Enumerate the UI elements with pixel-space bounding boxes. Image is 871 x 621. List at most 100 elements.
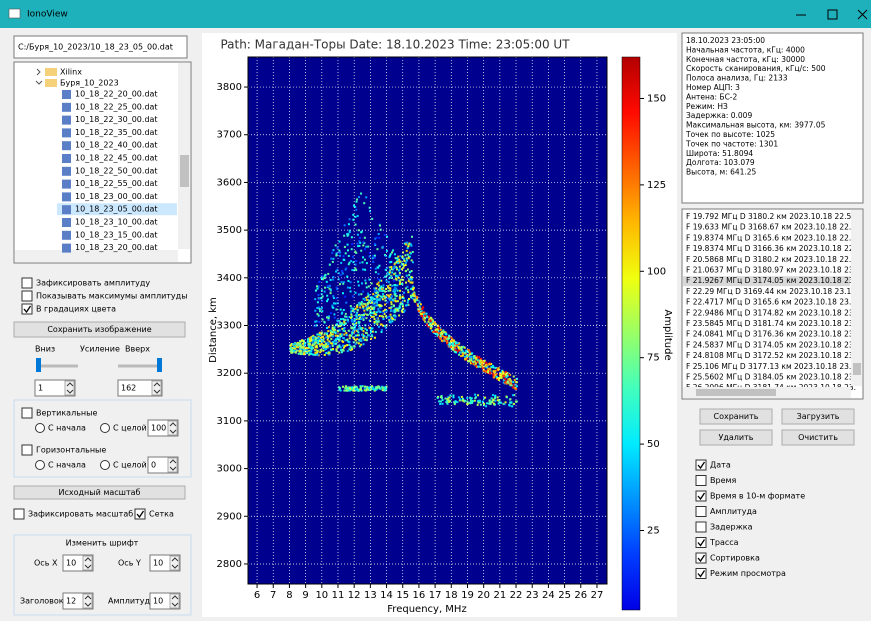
scroll-checkbox-box[interactable]: [22, 445, 32, 455]
trace-pixel: [471, 397, 473, 399]
list-vthumb[interactable]: [853, 363, 861, 375]
trace-pixel: [465, 350, 467, 352]
trace-pixel: [505, 401, 507, 403]
fix-scale-checkbox-box[interactable]: [14, 509, 24, 519]
button-label: Удалить: [719, 433, 754, 442]
trace-pixel: [446, 342, 448, 344]
trace-pixel: [327, 319, 329, 321]
trace-pixel: [308, 354, 310, 356]
file-label: 10_18_23_00_00.dat: [75, 192, 158, 201]
trace-pixel: [371, 297, 373, 299]
radio[interactable]: [36, 461, 45, 470]
grid-checkbox-label: Сетка: [149, 510, 174, 519]
trace-pixel: [339, 329, 341, 331]
file-label: 10_18_23_15_00.dat: [75, 230, 158, 239]
trace-pixel: [363, 202, 365, 204]
scroll-checkbox-box[interactable]: [22, 408, 32, 418]
tree-vthumb[interactable]: [180, 155, 189, 187]
trace-pixel: [366, 388, 368, 390]
trace-pixel: [514, 379, 516, 381]
option-checkbox-box[interactable]: [696, 553, 706, 563]
trace-pixel: [358, 284, 360, 286]
amp-checkbox-box[interactable]: [22, 304, 32, 314]
trace-pixel: [336, 253, 338, 255]
trace-pixel: [371, 385, 373, 387]
trace-pixel: [339, 241, 341, 243]
trace-pixel: [412, 261, 414, 263]
list-item: F 23.5845 МГц D 3181.74 км 2023.10.18 23…: [686, 319, 856, 328]
trace-pixel: [360, 318, 362, 320]
option-checkbox-box[interactable]: [696, 522, 706, 532]
trace-pixel: [431, 319, 433, 321]
font-group-title: Изменить шрифт: [66, 539, 139, 548]
slider-handle[interactable]: [157, 358, 162, 372]
option-checkbox-box[interactable]: [696, 460, 706, 470]
trace-pixel: [330, 349, 332, 351]
trace-pixel: [324, 275, 326, 277]
trace-pixel: [384, 234, 386, 236]
trace-pixel: [452, 347, 454, 349]
trace-pixel: [375, 268, 377, 270]
trace-pixel: [358, 293, 360, 295]
list-hthumb[interactable]: [696, 389, 776, 396]
trace-pixel: [411, 259, 413, 261]
trace-pixel: [312, 354, 314, 356]
colorbar-tick-label: 25: [647, 526, 660, 537]
trace-pixel: [410, 281, 412, 283]
trace-pixel: [491, 397, 493, 399]
option-checkbox-box[interactable]: [696, 507, 706, 517]
trace-pixel: [446, 403, 448, 405]
x-tick-label: 25: [558, 590, 571, 601]
x-tick-label: 15: [396, 590, 409, 601]
trace-pixel: [327, 298, 329, 300]
trace-pixel: [318, 281, 320, 283]
trace-pixel: [426, 323, 428, 325]
grid-checkbox-box[interactable]: [135, 509, 145, 519]
trace-pixel: [320, 349, 322, 351]
radio[interactable]: [101, 424, 110, 433]
trace-pixel: [399, 268, 401, 270]
trace-pixel: [344, 296, 346, 298]
trace-pixel: [377, 266, 379, 268]
y-tick-label: 2900: [217, 511, 242, 522]
trace-pixel: [394, 292, 396, 294]
trace-pixel: [394, 272, 396, 274]
trace-pixel: [496, 376, 498, 378]
trace-pixel: [375, 320, 377, 322]
trace-pixel: [423, 319, 425, 321]
trace-pixel: [427, 321, 429, 323]
trace-pixel: [308, 346, 310, 348]
trace-pixel: [382, 287, 384, 289]
trace-pixel: [363, 298, 365, 300]
info-line: Задержка: 0.009: [686, 111, 752, 120]
info-line: Начальная частота, кГц: 4000: [686, 45, 805, 54]
amp-checkbox-box[interactable]: [22, 291, 32, 301]
option-checkbox-box[interactable]: [696, 491, 706, 501]
trace-pixel: [367, 303, 369, 305]
option-checkbox-box[interactable]: [696, 476, 706, 486]
radio[interactable]: [101, 461, 110, 470]
trace-pixel: [421, 313, 423, 315]
trace-pixel: [335, 341, 337, 343]
slider-handle[interactable]: [36, 358, 41, 372]
trace-pixel: [352, 323, 354, 325]
info-line: Высота, м: 641.25: [686, 168, 757, 177]
x-tick-label: 16: [413, 590, 426, 601]
x-tick-label: 9: [302, 590, 308, 601]
option-checkbox-box[interactable]: [696, 569, 706, 579]
trace-pixel: [384, 325, 386, 327]
trace-pixel: [330, 338, 332, 340]
amp-checkbox-box[interactable]: [22, 278, 32, 288]
file-label: 10_18_22_45_00.dat: [75, 154, 158, 163]
option-checkbox-box[interactable]: [696, 538, 706, 548]
trace-pixel: [294, 351, 296, 353]
trace-pixel: [373, 288, 375, 290]
trace-pixel: [399, 303, 401, 305]
radio[interactable]: [36, 424, 45, 433]
trace-pixel: [335, 244, 337, 246]
trace-pixel: [400, 279, 402, 281]
trace-pixel: [376, 296, 378, 298]
trace-pixel: [366, 339, 368, 341]
trace-pixel: [299, 343, 301, 345]
trace-pixel: [479, 400, 481, 402]
